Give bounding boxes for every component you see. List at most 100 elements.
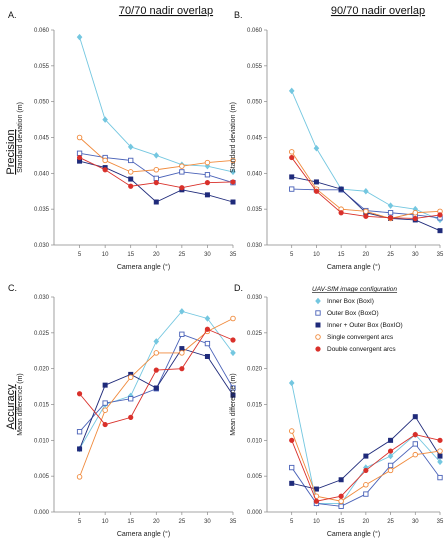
data-point — [338, 503, 344, 509]
data-point — [77, 446, 83, 452]
series-line — [291, 90, 441, 221]
panel-label: D. — [234, 283, 243, 293]
data-point — [76, 33, 83, 41]
data-point — [387, 210, 394, 216]
y-tick-label: 0.020 — [247, 367, 263, 373]
x-tick-label: 35 — [230, 519, 237, 525]
data-point — [128, 157, 134, 164]
legend-label: Double convergent arcs — [327, 346, 396, 353]
series — [76, 331, 236, 435]
data-point — [338, 186, 344, 192]
x-tick-label: 20 — [363, 519, 370, 525]
chart-panel: A. 0.030 0.035 0.040 0.045 0.050 0.055 0.060 5 10… — [8, 10, 237, 271]
x-tick-label: 20 — [363, 252, 370, 258]
data-point — [153, 385, 159, 391]
data-point — [437, 453, 443, 459]
y-axis-label: Mean difference (m) — [230, 373, 237, 436]
legend-label: Inner Box (BoxI) — [327, 298, 374, 305]
data-point — [127, 169, 134, 175]
data-point — [204, 192, 210, 198]
legend-entry: Outer Box (BoxO) — [315, 310, 379, 317]
x-tick-label: 5 — [78, 252, 82, 258]
y-tick-label: 0.030 — [247, 243, 263, 249]
series-line — [79, 348, 234, 450]
panel-label: C. — [8, 283, 17, 293]
data-point — [338, 477, 344, 483]
series — [288, 428, 443, 505]
y-tick-label: 0.020 — [34, 367, 50, 373]
data-point — [179, 366, 185, 372]
legend-entry: Inner Box (BoxI) — [315, 297, 374, 305]
data-point — [204, 162, 211, 170]
data-point — [204, 180, 211, 186]
data-point — [387, 462, 394, 469]
data-point — [437, 458, 443, 466]
data-point — [230, 199, 236, 205]
legend-entry: Inner + Outer Box (BoxIO) — [315, 322, 403, 329]
data-point — [230, 385, 236, 391]
data-point — [313, 188, 320, 194]
data-point — [363, 208, 369, 215]
y-tick-label: 0.045 — [34, 136, 50, 142]
series — [76, 326, 236, 428]
series — [76, 150, 236, 186]
legend-marker — [315, 322, 321, 328]
data-point — [437, 437, 443, 443]
data-point — [412, 209, 419, 216]
series — [289, 441, 443, 509]
chart-panel: D. 0.000 0.005 0.010 0.015 0.020 0.025 0.030 5 10… — [230, 283, 444, 538]
y-tick-label: 0.000 — [247, 510, 263, 516]
x-tick-label: 5 — [290, 519, 294, 525]
chart-panel: B. 0.030 0.035 0.040 0.045 0.050 0.055 0.060 5 10… — [230, 10, 444, 271]
data-point — [338, 493, 344, 499]
data-point — [230, 315, 236, 322]
series — [76, 154, 236, 191]
data-point — [387, 448, 394, 454]
y-tick-label: 0.005 — [34, 474, 50, 480]
y-tick-label: 0.040 — [247, 171, 263, 177]
y-tick-label: 0.035 — [247, 207, 263, 213]
data-point — [127, 374, 134, 381]
y-tick-label: 0.030 — [34, 295, 50, 301]
data-point — [230, 157, 236, 164]
x-tick-label: 20 — [153, 519, 160, 525]
data-point — [289, 480, 295, 486]
row-label-accuracy: Accuracy — [5, 384, 17, 430]
x-tick-label: 20 — [153, 252, 160, 258]
data-point — [412, 215, 418, 222]
legend-entry: Double convergent arcs — [315, 346, 396, 353]
data-point — [76, 429, 83, 435]
data-point — [289, 154, 295, 161]
data-point — [387, 202, 394, 209]
x-tick-label: 5 — [290, 252, 294, 258]
data-point — [363, 467, 369, 474]
data-point — [102, 421, 108, 428]
x-tick-label: 30 — [204, 252, 211, 258]
data-point — [76, 154, 83, 161]
data-point — [153, 338, 160, 345]
legend-label: Inner + Outer Box (BoxIO) — [327, 322, 403, 329]
data-point — [388, 437, 394, 443]
x-tick-label: 30 — [204, 519, 211, 525]
data-point — [313, 179, 319, 185]
data-point — [102, 400, 108, 406]
data-point — [102, 157, 108, 164]
column-title-right: 90/70 nadir overlap — [331, 5, 425, 17]
data-point — [412, 414, 418, 420]
data-point — [313, 486, 319, 492]
y-tick-label: 0.055 — [247, 64, 263, 70]
data-point — [437, 212, 443, 218]
x-tick-label: 25 — [387, 252, 394, 258]
series — [289, 414, 443, 492]
data-point — [204, 340, 211, 347]
data-point — [288, 379, 295, 387]
data-point — [437, 228, 443, 234]
data-point — [338, 498, 344, 505]
x-tick-label: 25 — [387, 519, 394, 525]
data-point — [102, 382, 108, 388]
data-point — [76, 474, 83, 480]
y-tick-label: 0.055 — [34, 64, 50, 70]
data-point — [230, 337, 236, 343]
data-point — [230, 392, 236, 398]
